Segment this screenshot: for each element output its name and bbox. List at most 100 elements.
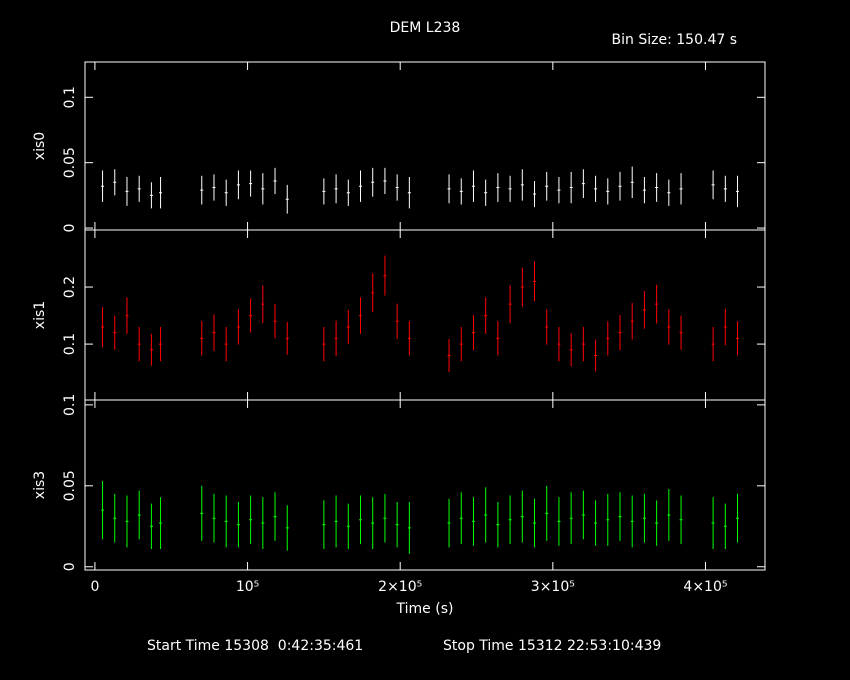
- error-bar: [383, 493, 387, 543]
- error-bar: [459, 326, 463, 362]
- y-tick-label: 0: [62, 224, 78, 233]
- error-bar: [407, 321, 411, 356]
- error-bar: [618, 492, 622, 541]
- error-bar: [569, 333, 573, 367]
- error-bar: [101, 170, 105, 202]
- error-bar: [606, 493, 610, 546]
- x-tick-label: 2×10⁵: [378, 579, 422, 595]
- error-bar: [679, 173, 683, 205]
- error-bar: [113, 493, 117, 543]
- error-bar: [557, 326, 561, 362]
- error-bar: [200, 321, 204, 356]
- error-bar: [606, 321, 610, 356]
- error-bar: [484, 487, 488, 543]
- error-bar: [447, 498, 451, 548]
- y-tick-label: 0.05: [62, 470, 78, 501]
- error-bar: [496, 502, 500, 548]
- error-bar: [533, 180, 537, 208]
- error-bar: [159, 326, 163, 362]
- error-bar: [137, 175, 141, 202]
- error-bar: [447, 338, 451, 373]
- x-tick-label: 10⁵: [236, 579, 259, 595]
- error-bar: [200, 485, 204, 541]
- error-bar: [496, 173, 500, 202]
- error-bar: [484, 297, 488, 334]
- error-bar: [723, 308, 727, 346]
- error-bar: [711, 326, 715, 362]
- error-bar: [679, 315, 683, 350]
- error-bar: [581, 326, 585, 362]
- error-bar: [736, 493, 740, 543]
- error-bar: [273, 304, 277, 339]
- error-bar: [125, 495, 129, 548]
- error-bar: [471, 497, 475, 546]
- error-bar: [723, 503, 727, 549]
- error-bar: [101, 307, 105, 347]
- error-bar: [285, 321, 289, 355]
- error-bar: [447, 174, 451, 204]
- panel-frame: [84, 61, 766, 231]
- error-bar: [261, 497, 265, 549]
- error-bar: [322, 500, 326, 549]
- error-bar: [149, 182, 153, 209]
- error-bar: [581, 169, 585, 198]
- error-bar: [334, 174, 338, 204]
- error-bar: [249, 298, 253, 333]
- error-bar: [285, 184, 289, 214]
- error-bar: [224, 179, 228, 206]
- y-axis-label: xis3: [32, 471, 48, 499]
- error-bar: [149, 333, 153, 366]
- y-axis-label: xis0: [32, 132, 48, 160]
- error-bar: [236, 502, 240, 548]
- error-bar: [679, 495, 683, 545]
- error-bar: [655, 284, 659, 324]
- error-bar: [261, 285, 265, 323]
- error-bar: [459, 178, 463, 205]
- error-bar: [371, 273, 375, 313]
- x-tick-label: 4×10⁵: [683, 579, 727, 595]
- error-bar: [642, 177, 646, 204]
- stop-time: Stop Time 15312 22:53:10:439: [443, 638, 661, 654]
- error-bar: [261, 173, 265, 205]
- error-bar: [618, 315, 622, 351]
- error-bar: [359, 297, 363, 334]
- y-tick-label: 0.05: [62, 147, 78, 178]
- error-bar: [533, 498, 537, 548]
- error-bar: [113, 169, 117, 196]
- error-bar: [334, 320, 338, 357]
- error-bar: [322, 178, 326, 205]
- error-bar: [395, 502, 399, 548]
- error-bar: [667, 309, 671, 345]
- error-bar: [383, 167, 387, 195]
- error-bar: [236, 170, 240, 200]
- error-bar: [667, 179, 671, 206]
- error-bar: [630, 495, 634, 548]
- panel-frame: [84, 229, 766, 401]
- error-bar: [606, 178, 610, 205]
- x-axis-label: Time (s): [396, 601, 454, 617]
- x-tick-label: 3×10⁵: [531, 579, 575, 595]
- y-tick-label: 0: [62, 562, 78, 571]
- error-bar: [471, 315, 475, 351]
- x-tick-label: 0: [90, 579, 99, 595]
- error-bar: [618, 171, 622, 201]
- error-bar: [594, 175, 598, 202]
- error-bar: [249, 170, 253, 197]
- error-bar: [520, 169, 524, 201]
- error-bar: [484, 179, 488, 206]
- error-bar: [545, 485, 549, 541]
- error-bar: [711, 170, 715, 200]
- error-bar: [508, 495, 512, 545]
- error-bar: [200, 175, 204, 205]
- error-bar: [667, 489, 671, 541]
- error-bar: [212, 493, 216, 543]
- error-bar: [159, 177, 163, 209]
- error-bar: [569, 492, 573, 545]
- error-bar: [557, 177, 561, 204]
- error-bar: [545, 171, 549, 201]
- error-bar: [371, 167, 375, 197]
- bin-size: Bin Size: 150.47 s: [612, 32, 737, 48]
- error-bar: [359, 170, 363, 202]
- error-bar: [395, 303, 399, 339]
- error-bar: [459, 492, 463, 545]
